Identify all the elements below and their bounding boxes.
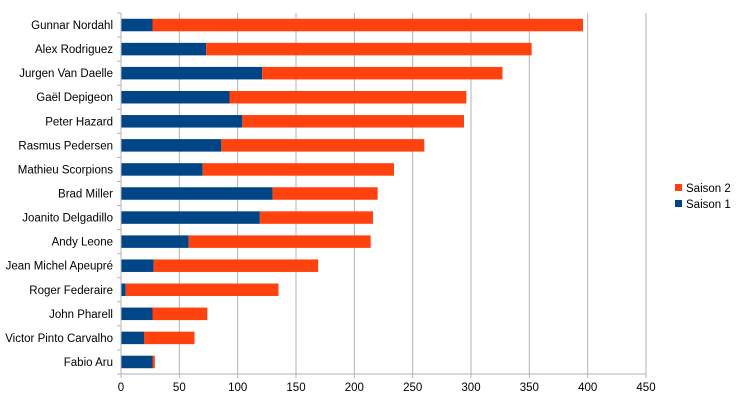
x-tick-label: 250 xyxy=(403,382,422,394)
category-label: Roger Federaire xyxy=(29,285,113,297)
legend-swatch xyxy=(675,200,682,207)
x-tick-label: 450 xyxy=(636,382,655,394)
x-tick-labels: 0 50 100 150 200 250 300 350 400 450 xyxy=(118,382,656,394)
category-label: Fabio Aru xyxy=(64,357,113,369)
legend-swatch xyxy=(675,184,682,191)
category-label: Jurgen Van Daelle xyxy=(19,68,113,80)
category-labels: Gunnar Nordahl Alex Rodriguez Jurgen Van D… xyxy=(5,20,113,369)
category-label: Brad Miller xyxy=(58,189,113,201)
bar-segment-saison-1 xyxy=(121,259,154,272)
category-label: Gunnar Nordahl xyxy=(31,20,113,32)
x-tick-label: 150 xyxy=(286,382,305,394)
bar-segment-saison-1 xyxy=(121,187,273,200)
bar-segment-saison-2 xyxy=(188,235,371,248)
bar-segment-saison-1 xyxy=(121,115,243,128)
bar-segment-saison-2 xyxy=(229,90,467,104)
bar-segment-saison-1 xyxy=(121,355,153,369)
axes xyxy=(117,12,647,378)
category-label: Mathieu Scorpions xyxy=(18,164,113,176)
bar-segment-saison-2 xyxy=(153,259,319,272)
bar-segment-saison-2 xyxy=(272,187,378,200)
bar-segment-saison-2 xyxy=(152,307,208,321)
bar-segment-saison-1 xyxy=(121,307,153,321)
bar-segment-saison-2 xyxy=(202,163,394,176)
category-label: Andy Leone xyxy=(52,237,113,249)
bar-segment-saison-2 xyxy=(125,283,279,297)
bar-segment-saison-2 xyxy=(262,66,503,80)
x-tick-label: 0 xyxy=(118,382,124,394)
category-label: Gaël Depigeon xyxy=(36,92,113,104)
bars xyxy=(121,18,583,369)
category-label: Alex Rodriguez xyxy=(35,44,113,56)
bar-segment-saison-1 xyxy=(121,163,203,176)
bar-segment-saison-2 xyxy=(152,18,583,32)
bar-segment-saison-1 xyxy=(121,235,189,248)
category-label: Victor Pinto Carvalho xyxy=(5,333,113,345)
bar-segment-saison-1 xyxy=(121,283,126,297)
legend-label: Saison 1 xyxy=(686,199,731,211)
legend-label: Saison 2 xyxy=(686,183,731,195)
bar-segment-saison-1 xyxy=(121,331,145,345)
bar-segment-saison-1 xyxy=(121,139,222,152)
bar-segment-saison-2 xyxy=(221,139,425,152)
bar-segment-saison-2 xyxy=(144,331,195,345)
x-tick-label: 50 xyxy=(173,382,186,394)
category-label: Peter Hazard xyxy=(45,116,113,128)
x-tick-label: 200 xyxy=(345,382,364,394)
bar-segment-saison-1 xyxy=(121,66,263,80)
bar-segment-saison-2 xyxy=(242,115,464,128)
x-tick-label: 300 xyxy=(461,382,480,394)
category-label: Rasmus Pedersen xyxy=(18,140,113,152)
bar-segment-saison-2 xyxy=(206,42,532,56)
bar-segment-saison-1 xyxy=(121,211,260,224)
legend: Saison 2 Saison 1 xyxy=(675,183,731,211)
category-label: John Pharell xyxy=(49,309,113,321)
bar-segment-saison-1 xyxy=(121,90,230,104)
category-label: Jean Michel Apeupré xyxy=(6,261,113,273)
x-tick-label: 100 xyxy=(228,382,247,394)
bar-segment-saison-2 xyxy=(152,355,155,369)
category-label: Joanito Delgadillo xyxy=(22,213,113,225)
bar-segment-saison-2 xyxy=(259,211,373,224)
bar-segment-saison-1 xyxy=(121,18,153,32)
x-tick-label: 350 xyxy=(520,382,539,394)
x-tick-label: 400 xyxy=(578,382,597,394)
bar-segment-saison-1 xyxy=(121,42,207,56)
